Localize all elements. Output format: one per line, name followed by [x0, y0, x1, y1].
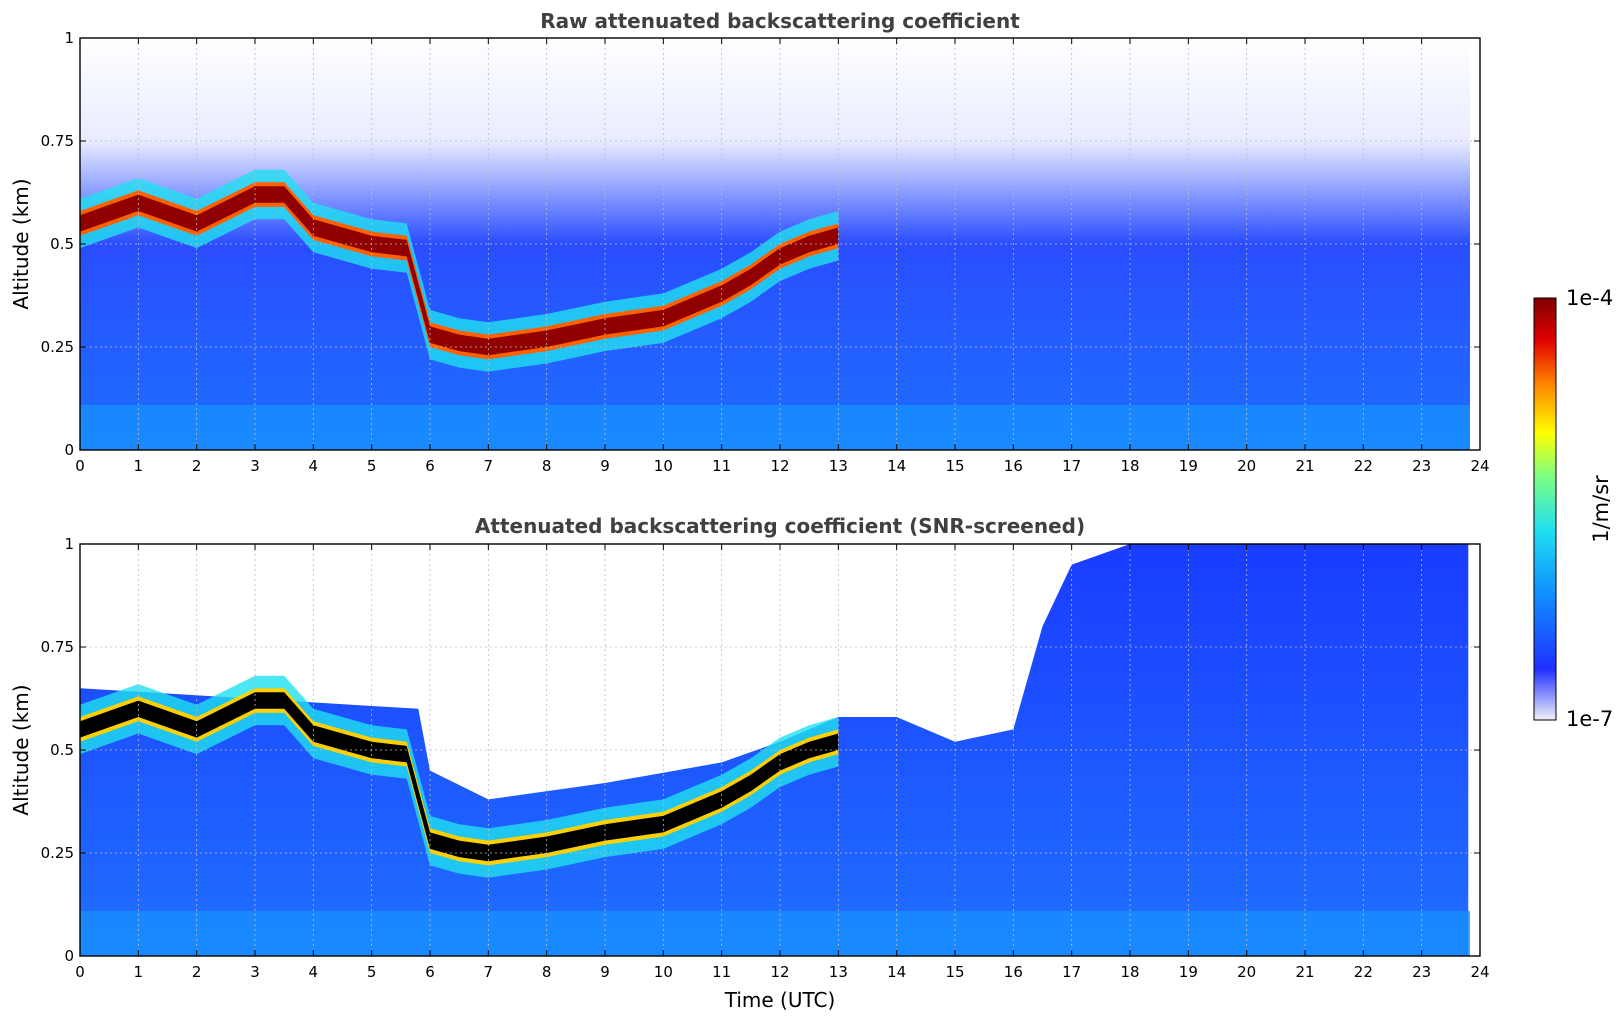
colorbar: 1e-4 1e-7 1/m/sr — [1533, 286, 1613, 731]
panel-screened-y-tick-label: 1 — [64, 535, 74, 553]
colorbar-gradient — [1533, 297, 1557, 721]
panel-screened-x-tick-label: 7 — [484, 963, 494, 981]
panel-screened-x-tick-label: 0 — [75, 963, 85, 981]
panel-raw-y-label: Altitude (km) — [9, 178, 33, 309]
panel-raw-y-tick-label: 1 — [64, 29, 74, 47]
panel-screened-x-tick-label: 13 — [829, 963, 848, 981]
panel-screened-x-tick-label: 23 — [1412, 963, 1431, 981]
panel-raw-x-tick-label: 14 — [887, 457, 906, 475]
panel-raw-x-tick-label: 10 — [654, 457, 673, 475]
panel-screened-x-tick-label: 8 — [542, 963, 552, 981]
panel-raw-x-tick-label: 5 — [367, 457, 377, 475]
panel-raw-x-tick-label: 9 — [600, 457, 610, 475]
panel-raw-y-ticks: 0 0.25 0.5 0.75 1 — [41, 29, 1480, 459]
panel-raw-x-ticks: 0 1 2 3 4 5 6 7 8 9 10 11 12 13 14 15 16 17 18 19 20 21 22 23 24 — [75, 38, 1490, 475]
panel-raw-x-tick-label: 1 — [134, 457, 144, 475]
panel-screened: Attenuated backscattering coefficient (S… — [9, 514, 1490, 1012]
panel-raw-x-tick-label: 2 — [192, 457, 202, 475]
panel-raw-x-tick-label: 16 — [1004, 457, 1023, 475]
panel-screened-title: Attenuated backscattering coefficient (S… — [475, 514, 1085, 538]
panel-screened-near-surface — [80, 911, 1470, 956]
panel-screened-x-tick-label: 5 — [367, 963, 377, 981]
panel-raw-x-tick-label: 4 — [309, 457, 319, 475]
panel-screened-x-tick-label: 14 — [887, 963, 906, 981]
panel-raw-y-tick-label: 0.75 — [41, 132, 74, 150]
panel-screened-x-tick-label: 4 — [309, 963, 319, 981]
panel-screened-y-tick-label: 0.75 — [41, 638, 74, 656]
panel-screened-x-tick-label: 21 — [1295, 963, 1314, 981]
panel-raw-x-tick-label: 6 — [425, 457, 435, 475]
panel-raw-x-tick-label: 3 — [250, 457, 260, 475]
panel-raw-x-tick-label: 21 — [1295, 457, 1314, 475]
panel-raw-x-tick-label: 23 — [1412, 457, 1431, 475]
panel-raw-grid — [80, 38, 1480, 450]
panel-screened-x-tick-label: 20 — [1237, 963, 1256, 981]
panel-screened-x-label: Time (UTC) — [724, 988, 836, 1012]
panel-raw-x-tick-label: 15 — [945, 457, 964, 475]
panel-raw-x-tick-label: 0 — [75, 457, 85, 475]
panel-raw-x-tick-label: 18 — [1120, 457, 1139, 475]
panel-screened-x-tick-label: 24 — [1470, 963, 1489, 981]
panel-raw-y-tick-label: 0.25 — [41, 338, 74, 356]
panel-screened-y-tick-label: 0.5 — [50, 741, 74, 759]
panel-raw-near-surface — [80, 405, 1470, 450]
colorbar-unit-label: 1/m/sr — [1589, 475, 1613, 543]
panel-screened-x-tick-label: 6 — [425, 963, 435, 981]
panel-raw-x-tick-label: 7 — [484, 457, 494, 475]
panel-screened-x-tick-label: 22 — [1354, 963, 1373, 981]
panel-raw-x-tick-label: 12 — [770, 457, 789, 475]
panel-screened-y-tick-label: 0.25 — [41, 844, 74, 862]
panel-screened-x-tick-label: 19 — [1179, 963, 1198, 981]
panel-screened-layer — [80, 692, 839, 862]
panel-screened-x-tick-label: 15 — [945, 963, 964, 981]
panel-raw-layer — [80, 186, 839, 356]
panel-raw-x-tick-label: 13 — [829, 457, 848, 475]
colorbar-max-label: 1e-4 — [1566, 286, 1613, 310]
panel-screened-x-tick-label: 9 — [600, 963, 610, 981]
panel-screened-x-tick-label: 2 — [192, 963, 202, 981]
panel-screened-x-tick-label: 3 — [250, 963, 260, 981]
panel-screened-x-tick-label: 10 — [654, 963, 673, 981]
panel-screened-y-tick-label: 0 — [64, 947, 74, 965]
panel-screened-y-ticks: 0 0.25 0.5 0.75 1 — [41, 535, 1480, 965]
panel-raw-title: Raw attenuated backscattering coefficien… — [540, 9, 1020, 33]
panel-screened-y-label: Altitude (km) — [9, 684, 33, 815]
panel-raw: Raw attenuated backscattering coefficien… — [9, 9, 1490, 475]
colorbar-min-label: 1e-7 — [1566, 707, 1613, 731]
panel-screened-x-tick-label: 11 — [712, 963, 731, 981]
panel-raw-y-tick-label: 0 — [64, 441, 74, 459]
panel-screened-x-tick-label: 12 — [770, 963, 789, 981]
panel-raw-x-tick-label: 11 — [712, 457, 731, 475]
panel-raw-x-tick-label: 8 — [542, 457, 552, 475]
panel-screened-grid — [80, 544, 1480, 956]
panel-screened-x-tick-label: 18 — [1120, 963, 1139, 981]
panel-screened-x-tick-label: 17 — [1062, 963, 1081, 981]
panel-raw-x-tick-label: 22 — [1354, 457, 1373, 475]
panel-raw-x-tick-label: 19 — [1179, 457, 1198, 475]
panel-screened-x-ticks: 0 1 2 3 4 5 6 7 8 9 10 11 12 13 14 15 16 17 18 19 20 21 22 23 24 — [75, 544, 1490, 981]
panel-raw-x-tick-label: 17 — [1062, 457, 1081, 475]
panel-raw-x-tick-label: 24 — [1470, 457, 1489, 475]
panel-screened-x-tick-label: 16 — [1004, 963, 1023, 981]
panel-raw-x-tick-label: 20 — [1237, 457, 1256, 475]
panel-screened-x-tick-label: 1 — [134, 963, 144, 981]
panel-raw-y-tick-label: 0.5 — [50, 235, 74, 253]
